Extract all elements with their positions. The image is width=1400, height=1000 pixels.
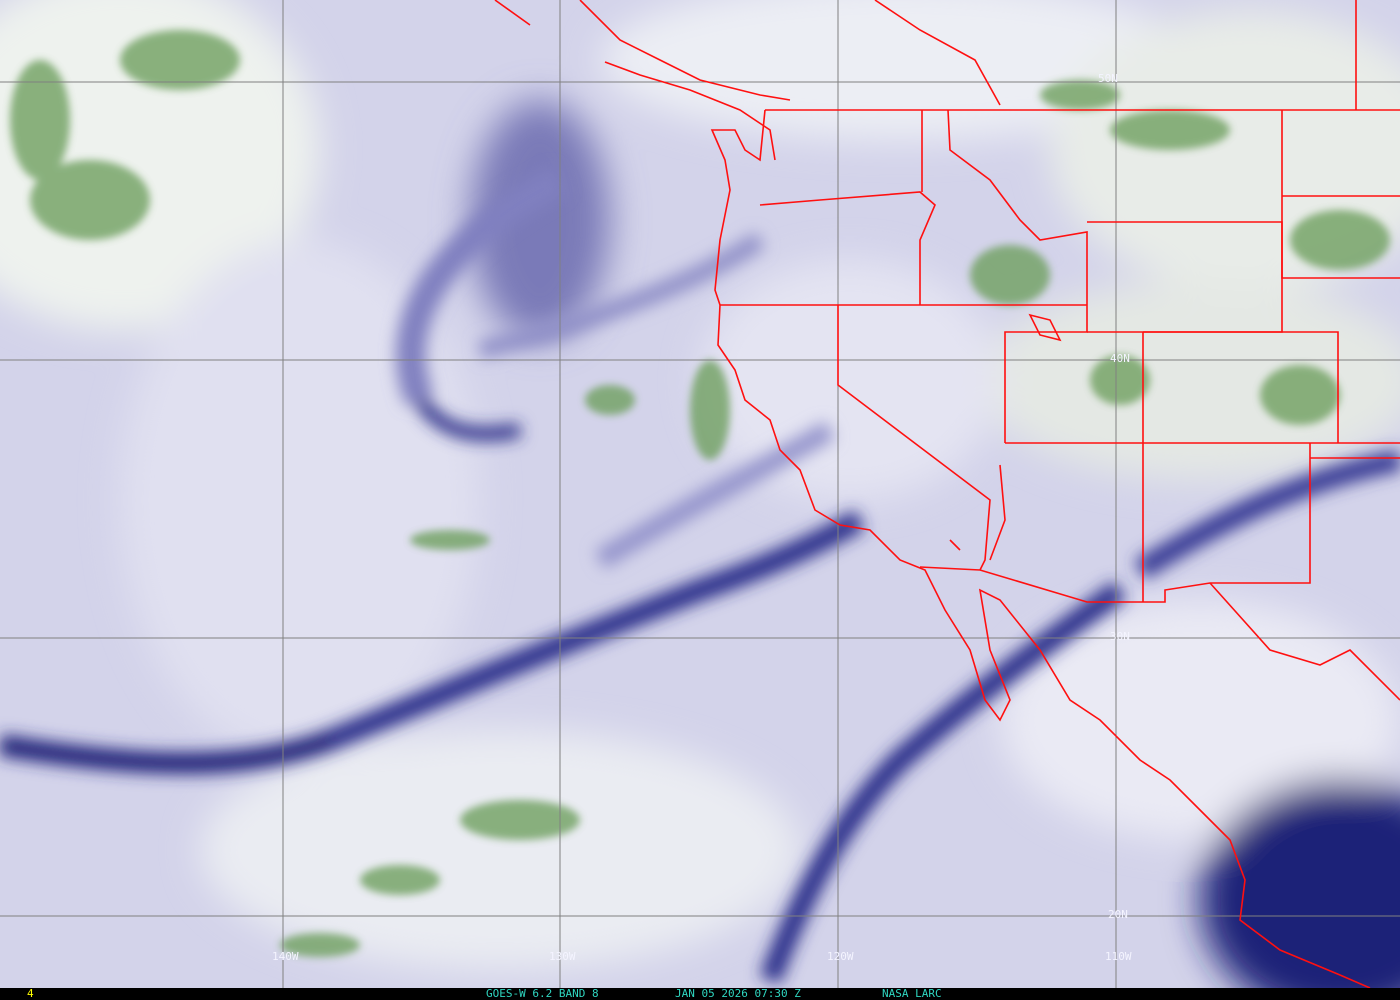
lat-label-40n: 40N: [1110, 352, 1130, 365]
lon-label-120w: 120W: [827, 950, 854, 963]
lat-label-20n: 20N: [1108, 908, 1128, 921]
image-source: NASA LARC: [882, 987, 942, 1000]
lon-label-130w: 130W: [549, 950, 576, 963]
caption-bar: 4 GOES-W 6.2 BAND 8 JAN 05 2026 07:30 Z …: [0, 987, 1400, 1000]
political-borders: [494, 0, 1400, 988]
lat-label-30n: 30N: [1110, 630, 1130, 643]
lon-label-140w: 140W: [272, 950, 299, 963]
lon-label-110w: 110W: [1105, 950, 1132, 963]
frame-number: 4: [27, 987, 34, 1000]
image-datetime: JAN 05 2026 07:30 Z: [675, 987, 801, 1000]
lat-label-50n: 50N: [1098, 72, 1118, 85]
satellite-band: GOES-W 6.2 BAND 8: [486, 987, 599, 1000]
